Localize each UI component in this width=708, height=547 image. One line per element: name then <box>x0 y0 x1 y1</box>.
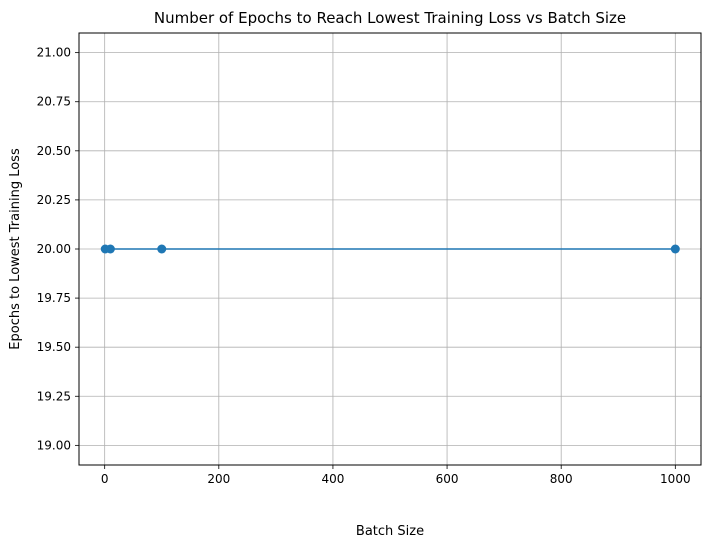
data-point <box>670 244 680 254</box>
y-axis-title: Epochs to Lowest Training Loss <box>8 148 23 350</box>
x-tick-label: 800 <box>550 472 573 486</box>
x-tick-label: 1000 <box>660 472 691 486</box>
y-tick-label: 20.25 <box>37 193 71 207</box>
y-tick-label: 20.00 <box>37 242 71 256</box>
y-tick-label: 19.00 <box>37 438 71 452</box>
data-point <box>157 244 167 254</box>
chart-title: Number of Epochs to Reach Lowest Trainin… <box>154 9 626 27</box>
data-point <box>105 244 115 254</box>
x-tick-label: 600 <box>436 472 459 486</box>
x-tick-label: 200 <box>207 472 230 486</box>
y-tick-label: 19.75 <box>37 291 71 305</box>
y-tick-label: 20.75 <box>37 95 71 109</box>
y-tick-label: 21.00 <box>37 46 71 60</box>
axis-ticks: 0 200 400 600 800 1000 19.00 19.25 19.50 19.75 20.… <box>37 46 691 486</box>
x-tick-label: 0 <box>101 472 109 486</box>
y-tick-label: 19.50 <box>37 340 71 354</box>
y-tick-label: 19.25 <box>37 389 71 403</box>
x-tick-label: 400 <box>321 472 344 486</box>
y-tick-label: 20.50 <box>37 144 71 158</box>
x-axis-title: Batch Size <box>356 524 424 539</box>
data-series <box>100 244 680 254</box>
